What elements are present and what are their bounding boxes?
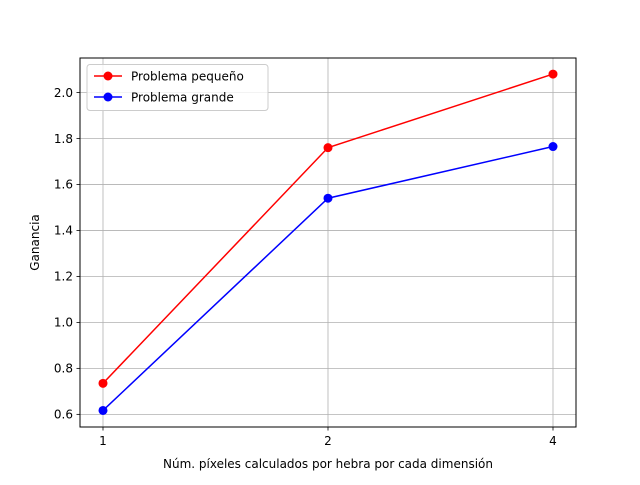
grid [80, 58, 576, 427]
series-layer [98, 69, 558, 415]
x-axis-label: Núm. píxeles calculados por hebra por ca… [163, 457, 493, 471]
data-point-0 [548, 69, 558, 79]
y-tick-label: 1.2 [54, 270, 73, 284]
x-tick-label: 1 [99, 434, 107, 448]
y-tick-label: 1.0 [54, 316, 73, 330]
x-tick-label: 2 [324, 434, 332, 448]
data-point-1 [323, 193, 333, 203]
y-axis-ticks: 0.6 0.8 1.0 1.2 1.4 1.6 1.8 2.0 [54, 86, 80, 422]
y-tick-label: 0.8 [54, 362, 73, 376]
legend-label-small: Problema pequeño [131, 70, 244, 84]
legend-marker-small [103, 71, 113, 81]
legend: Problema pequeño Problema grande [86, 64, 269, 111]
data-point-1 [98, 405, 108, 415]
y-tick-label: 1.6 [54, 178, 73, 192]
legend-box [86, 64, 269, 111]
data-point-0 [323, 143, 333, 153]
legend-marker-large [103, 92, 113, 102]
legend-label-large: Problema grande [131, 91, 234, 105]
y-tick-label: 1.4 [54, 224, 73, 238]
y-axis-label: Ganancia [28, 214, 42, 271]
y-tick-label: 1.8 [54, 132, 73, 146]
x-tick-label: 4 [549, 434, 557, 448]
y-tick-label: 2.0 [54, 86, 73, 100]
data-point-1 [548, 142, 558, 152]
x-axis-ticks: 1 2 4 [99, 427, 557, 448]
y-tick-label: 0.6 [54, 408, 73, 422]
data-point-0 [98, 378, 108, 388]
